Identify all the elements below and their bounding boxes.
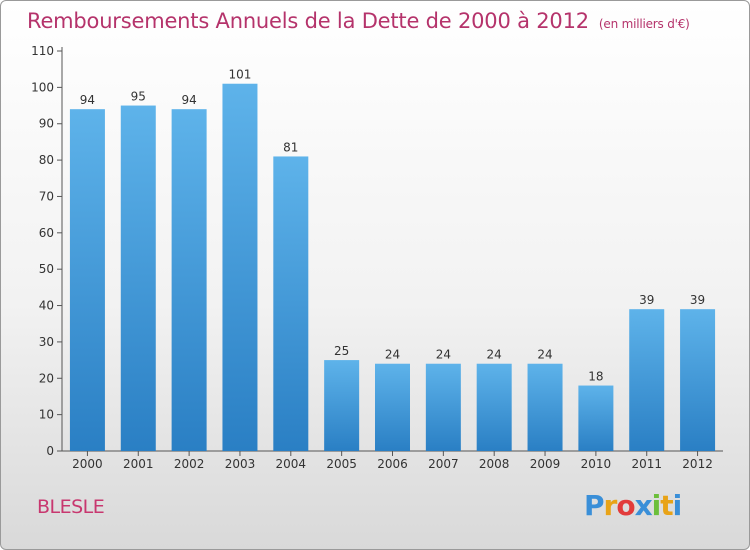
x-tick-label: 2010 [581, 457, 612, 471]
logo-letter: P [584, 489, 605, 522]
bar-2002 [171, 109, 207, 451]
y-tick-label: 20 [39, 371, 54, 385]
logo-letter: x [634, 489, 653, 522]
x-tick-label: 2011 [631, 457, 662, 471]
x-tick-label: 2012 [682, 457, 713, 471]
bar-value-label: 39 [639, 293, 654, 307]
x-tick-label: 2005 [326, 457, 357, 471]
y-tick-label: 60 [39, 226, 54, 240]
bar-value-label: 39 [690, 293, 705, 307]
bar-value-label: 101 [229, 68, 252, 82]
x-tick-label: 2003 [225, 457, 256, 471]
bar-2005 [324, 360, 360, 451]
x-tick-label: 2007 [428, 457, 459, 471]
chart-labels: 94 95 94 101 81 25 24 24 24 24 18 39 39 [80, 68, 705, 384]
x-tick-label: 2006 [377, 457, 408, 471]
bar-value-label: 24 [487, 348, 502, 362]
x-tick-label: 2001 [123, 457, 154, 471]
bar-2008 [476, 363, 512, 451]
y-tick-label: 100 [31, 80, 54, 94]
bar-2010 [578, 385, 614, 451]
x-tick-label: 2004 [276, 457, 307, 471]
bar-2000 [69, 109, 105, 451]
x-tick-label: 2000 [72, 457, 103, 471]
bar-value-label: 24 [436, 348, 451, 362]
logo-letter: t [660, 489, 673, 522]
bar-value-label: 81 [283, 140, 298, 154]
y-tick-label: 90 [39, 117, 54, 131]
proxiti-logo: Proxiti [584, 489, 683, 522]
chart-subtitle: (en milliers d'€) [598, 17, 690, 31]
logo-letter: i [672, 489, 683, 522]
bar-value-label: 25 [334, 344, 349, 358]
bar-value-label: 95 [131, 90, 146, 104]
chart-title: Remboursements Annuels de la Dette de 20… [27, 9, 690, 33]
y-tick-label: 0 [46, 444, 54, 458]
bar-2004 [273, 156, 309, 452]
bar-value-label: 24 [537, 348, 552, 362]
bar-2011 [629, 309, 665, 451]
bar-2003 [222, 83, 258, 452]
x-tick-label: 2009 [530, 457, 561, 471]
bar-value-label: 94 [181, 93, 196, 107]
y-tick-label: 50 [39, 262, 54, 276]
x-tick-label: 2008 [479, 457, 510, 471]
logo-letter: o [616, 489, 635, 522]
y-tick-label: 30 [39, 335, 54, 349]
logo-letter: i [651, 489, 662, 522]
bar-2009 [527, 363, 563, 451]
bar-value-label: 94 [80, 93, 95, 107]
chart-title-text: Remboursements Annuels de la Dette de 20… [27, 9, 589, 33]
chart-bars [69, 83, 716, 452]
y-tick-label: 10 [39, 408, 54, 422]
logo-letter: r [603, 489, 618, 522]
commune-name: BLESLE [37, 496, 105, 518]
y-tick-label: 70 [39, 189, 54, 203]
y-tick-label: 80 [39, 153, 54, 167]
bar-2007 [425, 363, 461, 451]
bar-2001 [120, 105, 156, 451]
x-tick-label: 2002 [174, 457, 205, 471]
y-tick-label: 110 [31, 44, 54, 58]
bar-value-label: 24 [385, 348, 400, 362]
bar-value-label: 18 [588, 370, 603, 384]
chart-axes: 0 10 20 30 40 50 60 70 80 90 100 110 2000 2001 2002 200… [31, 44, 723, 471]
y-tick-label: 40 [39, 299, 54, 313]
bar-2012 [680, 309, 716, 451]
bar-2006 [375, 363, 410, 451]
